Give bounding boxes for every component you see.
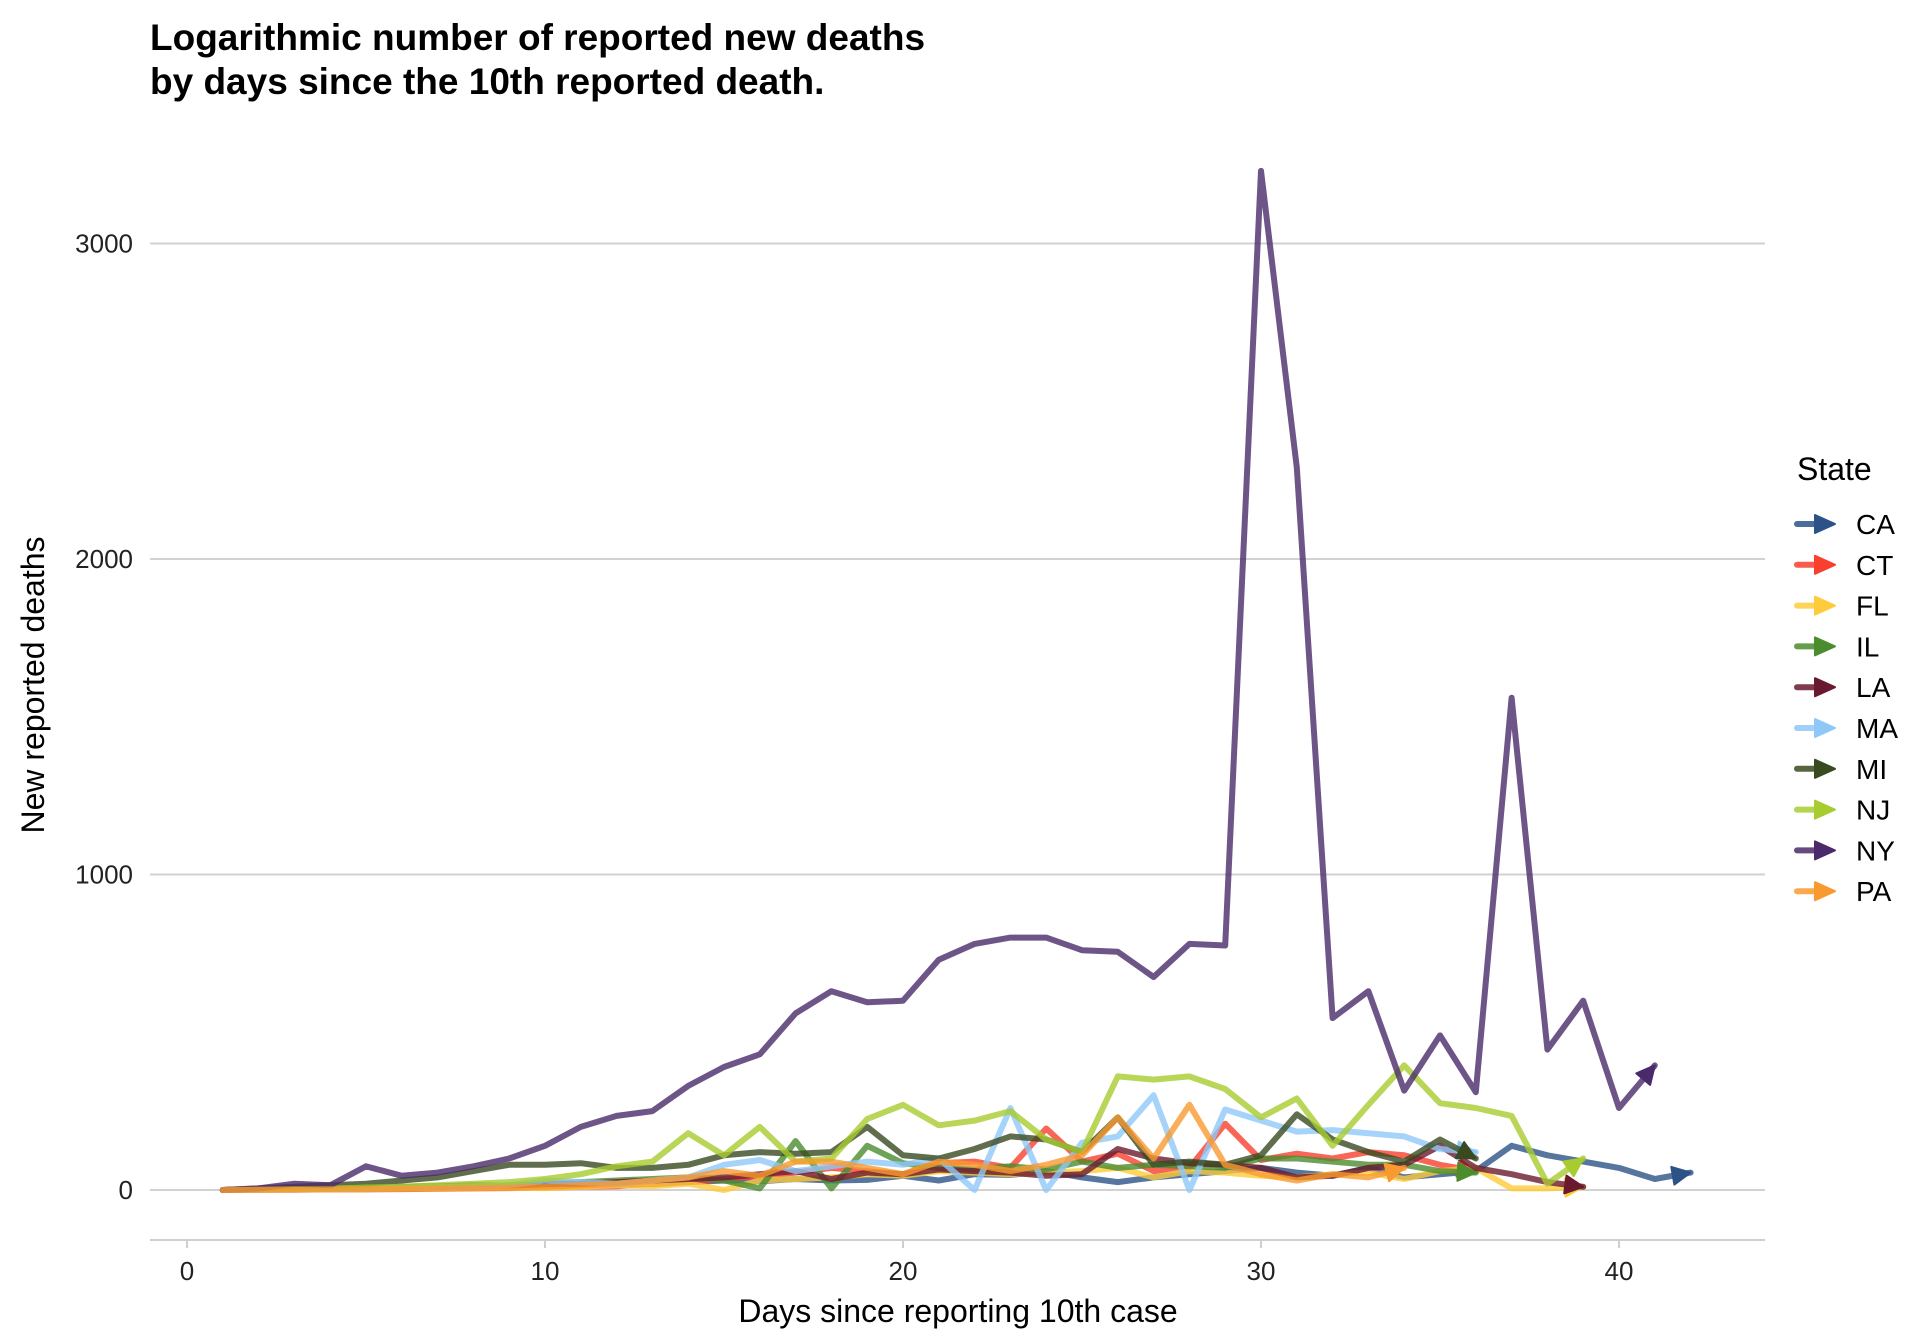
series-arrow-NY [1635,1064,1656,1086]
x-tick-label-10: 10 [531,1256,560,1286]
x-tick-label-40: 40 [1605,1256,1634,1286]
x-axis-ticks: 0 10 20 30 40 [180,1240,1634,1286]
legend-item-FL: FL [1794,591,1889,622]
legend-label-NJ: NJ [1856,795,1890,826]
y-tick-label-1000: 1000 [75,860,133,890]
chart-title-line-2: by days since the 10th reported death. [150,61,825,102]
series-line-NY [219,167,1658,1193]
legend-item-NY: NY [1794,835,1895,866]
legend-item-CT: CT [1794,550,1893,581]
y-tick-label-2000: 2000 [75,544,133,574]
legend-label-IL: IL [1856,631,1879,662]
x-axis-title: Days since reporting 10th case [738,1293,1177,1329]
legend-label-CA: CA [1856,509,1895,540]
series-NJ [219,1062,1587,1193]
x-tick-label-20: 20 [889,1256,918,1286]
legend-item-IL: IL [1794,631,1879,662]
legend-label-LA: LA [1856,672,1891,703]
legend-swatch-arrow-IL [1814,636,1836,657]
legend-label-CT: CT [1856,550,1893,581]
legend-swatch-arrow-CT [1814,554,1836,575]
series-arrow-MI [1454,1141,1477,1160]
y-axis-ticks: 0 1000 2000 3000 [75,229,133,1206]
series-line-PA [219,1101,1408,1193]
series-lines [219,167,1694,1198]
legend-swatch-arrow-CA [1814,514,1836,534]
gridlines [150,242,1765,1191]
legend-label-MA: MA [1856,713,1898,744]
legend-item-LA: LA [1794,672,1891,703]
series-NY [219,167,1658,1193]
legend-label-NY: NY [1856,835,1895,866]
legend-swatch-arrow-NJ [1814,799,1836,820]
legend-item-CA: CA [1794,509,1895,540]
series-arrow-PA [1383,1162,1406,1183]
legend: State CA CT FL IL LA MA MI NJ NY PA [1794,451,1898,907]
legend-item-MA: MA [1794,713,1898,744]
legend-swatch-arrow-MI [1814,758,1836,779]
legend-swatch-arrow-LA [1814,677,1836,698]
legend-label-PA: PA [1856,876,1892,907]
x-tick-label-30: 30 [1247,1256,1276,1286]
legend-swatch-arrow-MA [1814,718,1836,738]
legend-swatch-arrow-NY [1814,840,1836,861]
chart-title-line-1: Logarithmic number of reported new death… [150,17,926,58]
legend-swatch-arrow-PA [1814,881,1836,902]
series-line-NJ [219,1062,1587,1193]
series-arrow-NJ [1562,1157,1585,1178]
y-axis-title: New reported deaths [15,536,51,833]
series-arrow-LA [1563,1174,1585,1195]
series-PA [219,1101,1408,1193]
legend-label-MI: MI [1856,754,1887,785]
x-tick-label-0: 0 [180,1256,194,1286]
y-tick-label-0: 0 [119,1175,133,1205]
legend-label-FL: FL [1856,591,1889,622]
legend-item-MI: MI [1794,754,1887,785]
legend-swatch-arrow-FL [1814,595,1836,616]
legend-item-NJ: NJ [1794,795,1890,826]
chart-title: Logarithmic number of reported new death… [150,16,1250,104]
y-tick-label-3000: 3000 [75,229,133,259]
series-arrow-CA [1670,1165,1692,1186]
legend-items: CA CT FL IL LA MA MI NJ NY PA [1794,509,1898,907]
series-arrow-IL [1456,1161,1477,1182]
legend-item-PA: PA [1794,876,1892,907]
legend-title: State [1797,451,1872,487]
